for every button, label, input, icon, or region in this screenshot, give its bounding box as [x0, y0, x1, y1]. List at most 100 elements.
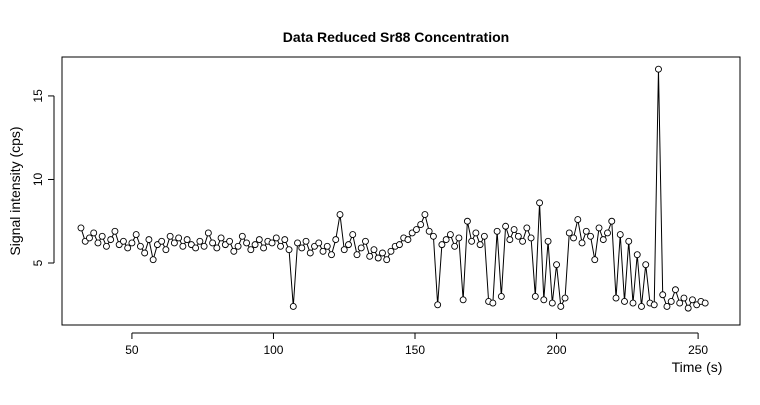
data-point: [463, 217, 471, 225]
data-point: [519, 237, 527, 245]
data-point: [425, 227, 433, 235]
data-point: [468, 237, 476, 245]
data-point: [659, 291, 667, 299]
data-point: [667, 297, 675, 305]
data-point: [353, 251, 361, 259]
data-point: [94, 239, 102, 247]
data-point: [132, 231, 140, 239]
data-point: [272, 234, 280, 242]
data-point: [124, 244, 132, 252]
data-point: [119, 237, 127, 245]
x-axis-label: Time (s): [672, 359, 723, 375]
data-point: [527, 234, 535, 242]
data-point: [277, 242, 284, 250]
data-point: [145, 236, 153, 244]
data-point: [701, 299, 709, 307]
chart-title: Data Reduced Sr88 Concentration: [283, 29, 509, 45]
data-point: [332, 236, 340, 244]
data-point: [260, 244, 268, 252]
data-point: [86, 234, 93, 242]
data-point: [379, 249, 386, 257]
data-point: [417, 221, 425, 229]
data-point: [383, 256, 391, 264]
data-point: [170, 239, 178, 247]
data-point: [175, 234, 183, 242]
data-point: [404, 236, 412, 244]
data-point: [574, 216, 582, 224]
data-point: [230, 247, 238, 255]
data-point: [489, 299, 497, 307]
data-point: [323, 242, 331, 250]
data-point: [642, 261, 650, 269]
data-point: [192, 244, 200, 252]
data-point: [650, 301, 658, 309]
data-point: [553, 261, 561, 269]
data-point: [255, 236, 263, 244]
data-point: [561, 294, 569, 302]
data-point: [128, 239, 136, 247]
plot-frame: [61, 56, 741, 326]
x-tick-label: 250: [688, 343, 708, 357]
data-point: [633, 251, 641, 259]
data-point: [480, 232, 488, 240]
data-point: [582, 227, 590, 235]
data-point: [395, 241, 403, 249]
data-point: [366, 252, 374, 260]
data-point: [294, 239, 301, 247]
data-point: [374, 254, 382, 262]
data-point: [158, 237, 166, 245]
data-point: [531, 292, 539, 300]
data-point: [243, 239, 251, 247]
x-tick-label: 100: [263, 343, 283, 357]
data-point: [565, 229, 573, 237]
data-point: [676, 299, 684, 307]
data-point: [638, 303, 645, 310]
data-point: [625, 237, 633, 245]
data-point: [387, 247, 395, 255]
data-point: [196, 237, 204, 245]
data-point: [183, 236, 191, 244]
data-point: [209, 239, 217, 247]
data-point: [548, 299, 556, 307]
data-point: [285, 246, 293, 254]
data-point: [663, 303, 671, 310]
data-point: [621, 297, 628, 305]
data-point: [680, 294, 688, 302]
data-point: [514, 232, 522, 240]
data-point: [302, 237, 310, 245]
data-point: [570, 234, 577, 242]
data-point: [591, 256, 599, 264]
y-tick-label: 10: [31, 172, 45, 186]
x-tick-label: 50: [125, 343, 139, 357]
data-point: [608, 217, 616, 225]
data-point: [306, 249, 314, 257]
data-point: [281, 236, 289, 244]
data-point: [497, 292, 505, 300]
data-point: [149, 256, 157, 264]
data-point: [523, 224, 531, 232]
data-point: [204, 229, 212, 237]
data-point: [217, 234, 225, 242]
data-point: [476, 241, 484, 249]
data-point: [247, 246, 255, 254]
data-point: [459, 296, 467, 304]
data-point: [77, 224, 85, 232]
data-point: [536, 199, 544, 207]
data-point: [540, 296, 548, 304]
data-point: [319, 247, 327, 255]
x-tick-label: 200: [547, 343, 567, 357]
data-point: [238, 232, 246, 240]
data-point: [136, 242, 144, 250]
data-point: [268, 239, 276, 247]
data-point: [289, 303, 297, 310]
data-point: [421, 211, 429, 219]
data-point: [141, 249, 149, 257]
data-point: [340, 246, 348, 254]
data-point: [604, 229, 611, 237]
data-point: [684, 304, 692, 312]
data-point: [429, 232, 437, 240]
data-point: [357, 244, 365, 252]
data-point: [506, 236, 514, 244]
